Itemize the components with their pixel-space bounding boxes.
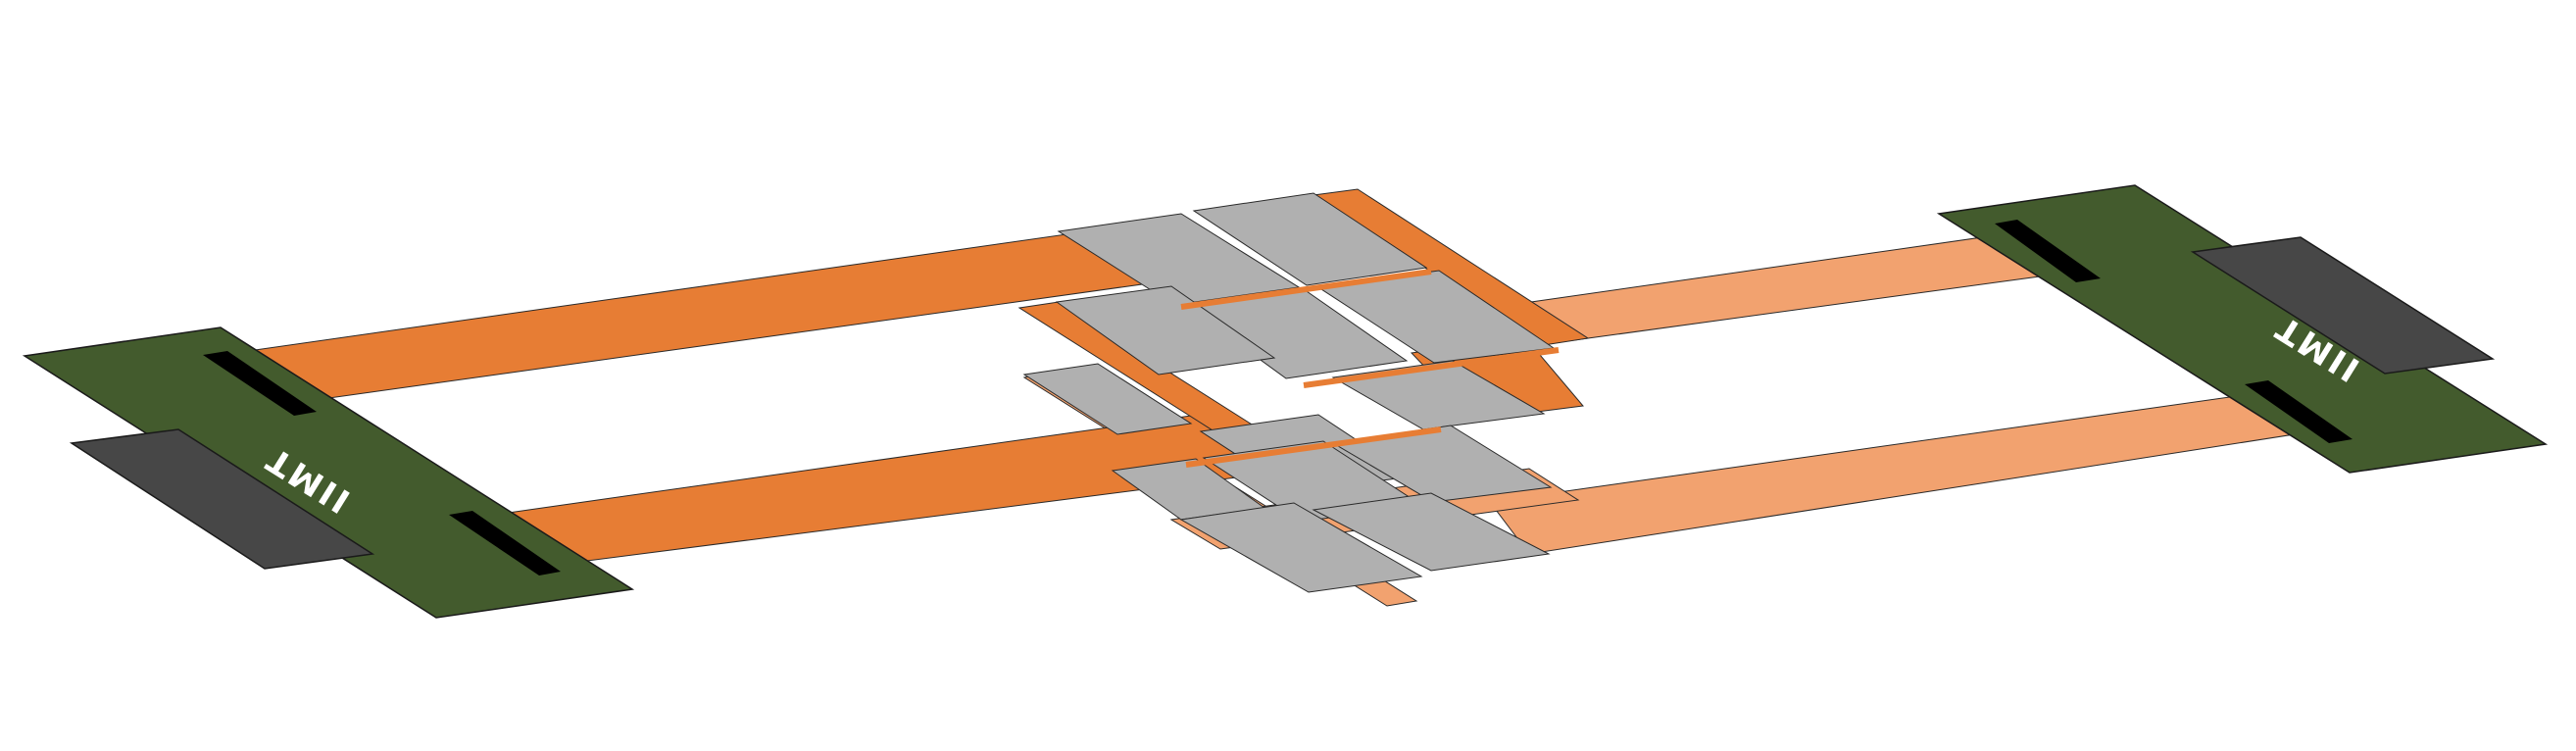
seam-1 (1180, 269, 1432, 310)
left-rigid-board: TMII (22, 326, 635, 619)
stiffener-bottom-right (1312, 492, 1551, 572)
right-connector-block (2190, 236, 2496, 375)
stiffener-mid3-left (1022, 363, 1193, 435)
stiffener-mid2-left (1055, 285, 1276, 376)
seam-2 (1303, 347, 1560, 388)
right-rigid-board: TMII (1936, 184, 2549, 474)
left-slot-upper (203, 351, 317, 416)
flex-arm-upper-light (1509, 232, 2070, 350)
stiffener-bottom-center (1179, 502, 1423, 593)
flex-arm-lower-light (1489, 391, 2315, 555)
right-board-body (1936, 184, 2549, 474)
left-slot-lower (449, 511, 561, 576)
flex-seams (1180, 269, 1560, 468)
right-slot-lower (2245, 380, 2353, 443)
stiffener-top-left (1057, 213, 1301, 306)
left-connector-block (69, 428, 375, 570)
stiffener-mid2-right (1331, 360, 1546, 430)
stiffener-top-right (1192, 192, 1428, 286)
seam-3 (1185, 426, 1442, 468)
stiffener-stack (1022, 192, 1556, 593)
flex-arm-upper-dark (225, 232, 1144, 404)
right-slot-upper (1995, 220, 2101, 282)
